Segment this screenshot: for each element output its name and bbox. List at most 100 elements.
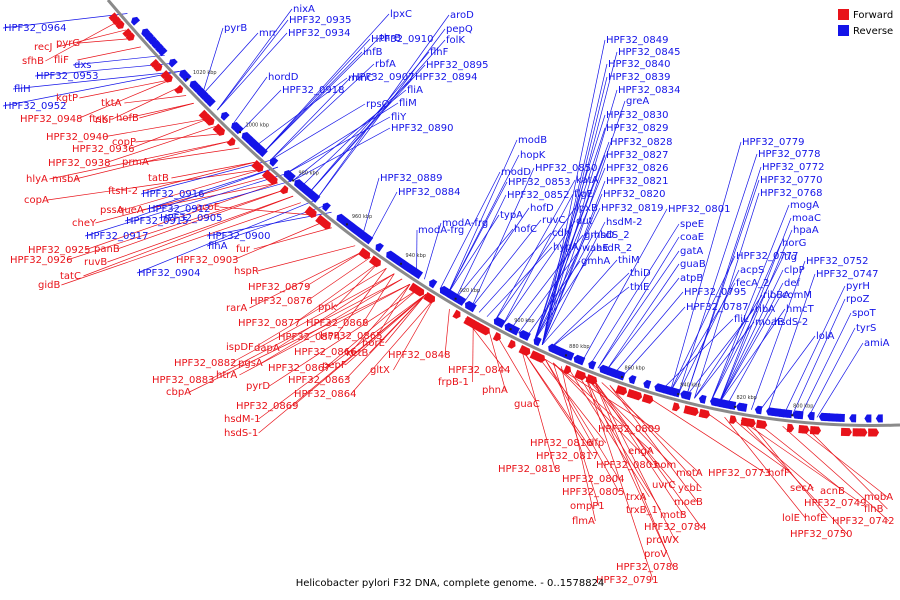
forward-gene-label[interactable]: recJ: [34, 42, 53, 53]
reverse-gene-arrow[interactable]: [511, 326, 520, 336]
forward-gene-label[interactable]: lolE: [782, 513, 800, 524]
forward-gene-label[interactable]: acnB: [820, 486, 845, 497]
reverse-gene-label[interactable]: HPF32_0912: [148, 204, 210, 215]
forward-gene-label[interactable]: HPF32_0805: [562, 487, 624, 498]
reverse-gene-label[interactable]: HPF32_0747: [816, 269, 878, 280]
reverse-gene-label[interactable]: moaE: [755, 317, 783, 328]
forward-gene-label[interactable]: htrA: [216, 370, 237, 381]
reverse-gene-label[interactable]: HPF32_0935: [289, 15, 351, 26]
reverse-gene-label[interactable]: HPF32_0884: [398, 187, 460, 198]
reverse-gene-label[interactable]: clpP: [784, 265, 805, 276]
reverse-gene-arrow[interactable]: [196, 87, 206, 97]
reverse-gene-arrow[interactable]: [497, 318, 506, 329]
reverse-gene-label[interactable]: rpsO: [366, 99, 390, 110]
forward-gene-arrow[interactable]: [205, 116, 215, 126]
forward-gene-label[interactable]: HPF32_0926: [10, 255, 72, 266]
reverse-gene-label[interactable]: horG: [782, 238, 806, 249]
forward-gene-label[interactable]: hofE: [804, 513, 826, 524]
forward-gene-label[interactable]: copP: [112, 137, 136, 148]
reverse-gene-arrow[interactable]: [287, 173, 296, 183]
reverse-gene-label[interactable]: HPF32_0934: [288, 28, 350, 39]
reverse-gene-label[interactable]: HPF32_0895: [426, 60, 488, 71]
forward-gene-arrow[interactable]: [729, 415, 737, 424]
forward-gene-label[interactable]: msbA: [52, 174, 80, 185]
reverse-gene-label[interactable]: dut: [576, 216, 593, 227]
reverse-gene-label[interactable]: ruvC: [542, 215, 565, 226]
forward-gene-label[interactable]: phnA: [482, 385, 508, 396]
reverse-gene-label[interactable]: HPF32_0904: [138, 268, 200, 279]
reverse-gene-label[interactable]: flgE: [574, 189, 593, 200]
forward-gene-arrow[interactable]: [759, 420, 768, 429]
reverse-gene-label[interactable]: HPF32_0916: [142, 189, 204, 200]
reverse-gene-label[interactable]: HPF32_0853: [508, 177, 570, 188]
forward-gene-label[interactable]: kgtP: [56, 93, 78, 104]
forward-gene-arrow[interactable]: [361, 250, 371, 260]
reverse-gene-arrow[interactable]: [231, 122, 240, 131]
reverse-gene-arrow[interactable]: [837, 413, 845, 422]
forward-gene-label[interactable]: HPF32_0816: [530, 438, 592, 449]
forward-gene-label[interactable]: tktA: [101, 98, 122, 109]
forward-gene-label[interactable]: acoE: [196, 202, 220, 213]
reverse-gene-label[interactable]: hypA: [553, 242, 579, 253]
reverse-gene-arrow[interactable]: [849, 414, 857, 423]
reverse-gene-label[interactable]: thiE: [630, 282, 649, 293]
reverse-gene-label[interactable]: guaB: [680, 259, 706, 270]
reverse-gene-arrow[interactable]: [588, 360, 597, 370]
reverse-gene-arrow[interactable]: [199, 91, 209, 100]
reverse-gene-label[interactable]: HPF32_0839: [608, 72, 670, 83]
reverse-gene-label[interactable]: hopK: [520, 150, 546, 161]
reverse-gene-label[interactable]: HPF32_0752: [806, 256, 868, 267]
reverse-gene-label[interactable]: gatA: [680, 246, 703, 257]
reverse-gene-label[interactable]: waaE: [582, 243, 609, 254]
reverse-gene-label[interactable]: HPF32_0821: [606, 176, 668, 187]
forward-gene-label[interactable]: ompP1: [570, 501, 605, 512]
forward-gene-arrow[interactable]: [619, 386, 628, 396]
reverse-gene-label[interactable]: gmhA: [581, 256, 610, 267]
forward-gene-label[interactable]: flmA: [572, 516, 595, 527]
forward-gene-label[interactable]: motB: [660, 510, 687, 521]
forward-gene-label[interactable]: ppk: [318, 302, 337, 313]
forward-gene-label[interactable]: HPF32_0874: [278, 332, 340, 343]
forward-gene-label[interactable]: guaC: [514, 399, 540, 410]
reverse-gene-label[interactable]: coaE: [680, 232, 704, 243]
reverse-gene-label[interactable]: HPF32_0768: [760, 188, 822, 199]
reverse-gene-label[interactable]: HPF32_0778: [758, 149, 820, 160]
reverse-gene-label[interactable]: HPF32_0889: [380, 173, 442, 184]
forward-gene-arrow[interactable]: [577, 371, 586, 381]
forward-gene-arrow[interactable]: [522, 346, 531, 356]
forward-gene-label[interactable]: gltX: [370, 365, 390, 376]
reverse-gene-label[interactable]: HPF32_0905: [160, 213, 222, 224]
forward-gene-label[interactable]: horE: [362, 338, 385, 349]
forward-gene-label[interactable]: HPF32_0848: [388, 350, 450, 361]
reverse-gene-arrow[interactable]: [248, 138, 258, 148]
forward-gene-arrow[interactable]: [860, 428, 868, 437]
forward-gene-label[interactable]: hom: [654, 460, 676, 471]
forward-gene-arrow[interactable]: [452, 309, 461, 319]
reverse-gene-label[interactable]: moaC: [792, 213, 821, 224]
forward-gene-label[interactable]: HPF32_0868: [306, 318, 368, 329]
forward-gene-label[interactable]: HPF32_0804: [562, 474, 624, 485]
forward-gene-arrow[interactable]: [844, 428, 852, 437]
forward-gene-label[interactable]: HPF32_0882: [174, 358, 236, 369]
reverse-gene-label[interactable]: hofC: [514, 224, 537, 235]
reverse-gene-label[interactable]: pyrB: [224, 23, 247, 34]
reverse-gene-label[interactable]: fecA_2: [736, 278, 769, 289]
forward-gene-label[interactable]: dfp: [588, 438, 604, 449]
forward-gene-label[interactable]: HPF32_0791: [596, 575, 658, 586]
reverse-gene-label[interactable]: HPF32_0801: [668, 204, 730, 215]
reverse-gene-label[interactable]: hsdM-2: [606, 217, 643, 228]
reverse-gene-label[interactable]: speE: [680, 219, 704, 230]
reverse-gene-label[interactable]: HPF32_0850: [535, 163, 597, 174]
forward-gene-label[interactable]: HPF32_0867: [268, 363, 330, 374]
reverse-gene-label[interactable]: HPF32_0779: [742, 137, 804, 148]
forward-gene-label[interactable]: HPF32_0877: [238, 318, 300, 329]
reverse-gene-label[interactable]: ribBA: [763, 290, 790, 301]
reverse-gene-arrow[interactable]: [414, 269, 424, 280]
forward-gene-label[interactable]: HPF32_0883: [152, 375, 214, 386]
reverse-gene-label[interactable]: minC: [348, 73, 374, 84]
reverse-gene-label[interactable]: HPF32_0777: [736, 251, 798, 262]
forward-gene-arrow[interactable]: [226, 137, 236, 147]
forward-gene-label[interactable]: ftsK: [89, 114, 108, 125]
forward-gene-label[interactable]: mobA: [864, 492, 893, 503]
reverse-gene-label[interactable]: hsdR_2: [596, 243, 632, 254]
